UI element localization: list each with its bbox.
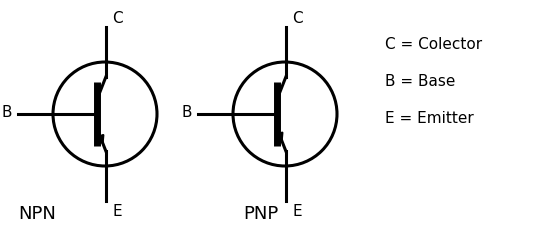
Text: E = Emitter: E = Emitter bbox=[385, 111, 474, 126]
Text: B: B bbox=[181, 105, 192, 120]
Text: E: E bbox=[112, 203, 122, 218]
Text: B = Base: B = Base bbox=[385, 74, 455, 89]
Text: B: B bbox=[2, 105, 12, 120]
Text: NPN: NPN bbox=[18, 204, 56, 222]
Text: E: E bbox=[292, 203, 301, 218]
Text: C = Colector: C = Colector bbox=[385, 37, 482, 52]
Text: PNP: PNP bbox=[243, 204, 278, 222]
Text: C: C bbox=[112, 11, 123, 26]
Text: C: C bbox=[292, 11, 302, 26]
